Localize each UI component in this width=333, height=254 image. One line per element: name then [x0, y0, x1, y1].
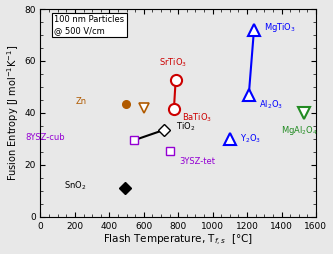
Text: MgTiO$_3$: MgTiO$_3$: [264, 21, 296, 34]
Text: SnO$_2$: SnO$_2$: [64, 179, 86, 192]
Text: TiO$_2$: TiO$_2$: [175, 121, 195, 133]
Text: 8YSZ-cub: 8YSZ-cub: [25, 133, 65, 142]
Text: MgAl$_2$O$_4$: MgAl$_2$O$_4$: [281, 124, 318, 137]
Text: 100 nm Particles
@ 500 V/cm: 100 nm Particles @ 500 V/cm: [54, 15, 125, 35]
Text: SrTiO$_3$: SrTiO$_3$: [159, 57, 187, 69]
X-axis label: Flash Temperature, T$_{f,s}$  [°C]: Flash Temperature, T$_{f,s}$ [°C]: [103, 233, 253, 248]
Text: Zn: Zn: [76, 97, 87, 105]
Y-axis label: Fusion Entropy [J mol$^{-1}$K$^{-1}$]: Fusion Entropy [J mol$^{-1}$K$^{-1}$]: [6, 45, 21, 181]
Text: BaTiO$_3$: BaTiO$_3$: [182, 112, 212, 124]
Text: Al$_2$O$_3$: Al$_2$O$_3$: [258, 99, 283, 111]
Text: 3YSZ-tet: 3YSZ-tet: [179, 157, 215, 166]
Text: Y$_2$O$_3$: Y$_2$O$_3$: [239, 133, 261, 145]
